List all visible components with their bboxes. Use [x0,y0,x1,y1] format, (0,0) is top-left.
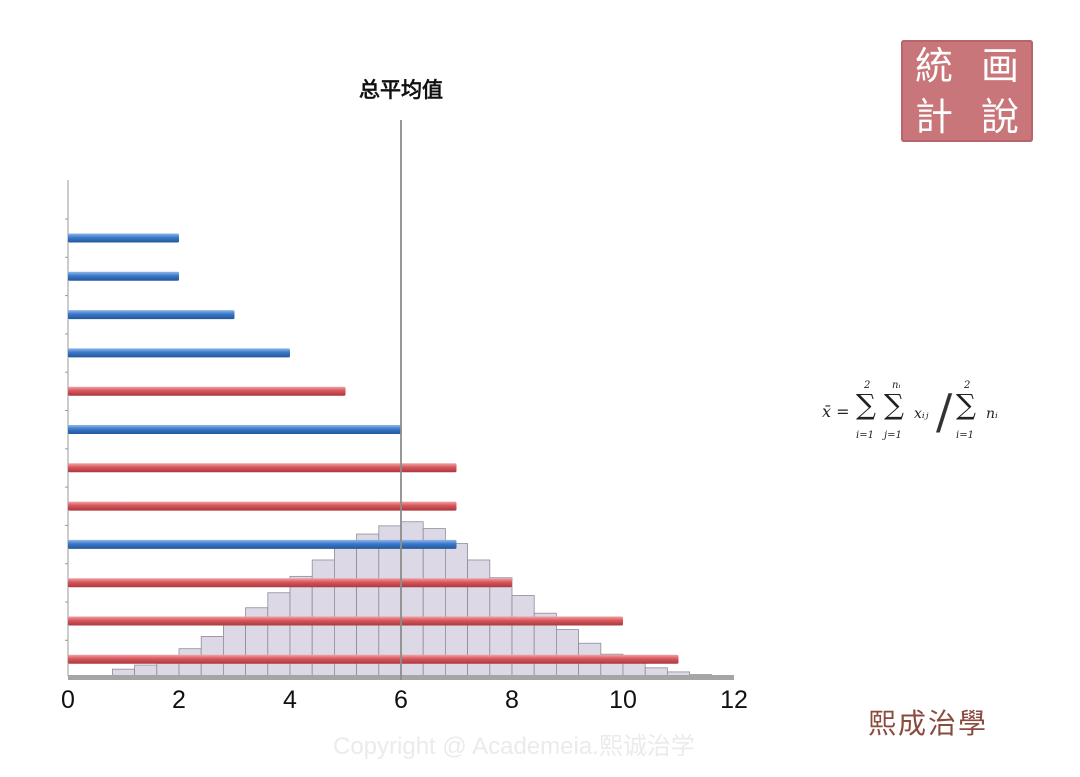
seal-char: 統 [914,43,953,88]
histogram-bin [511,595,535,677]
signature: 熙成治學 [868,707,989,740]
histogram-bin [356,533,380,677]
copyright-watermark: Copyright @ Academeia.熙诚治学 [333,733,695,760]
sum-symbol: ∑ [884,388,904,421]
formula-lower-den: i=1 [956,430,974,441]
x-tick-label: 4 [283,686,297,714]
bar-red [68,616,623,626]
histogram-bin [622,661,646,677]
seal-logo: 統 画 計 說 [901,40,1033,142]
sum-symbol: ∑ [956,388,976,421]
seal-char: 計 [914,94,953,139]
x-tick-label: 6 [394,686,408,714]
formula-term: xᵢⱼ [914,406,929,422]
bar-blue [68,539,457,549]
bar-blue [68,310,235,320]
histogram-bin [644,667,668,677]
bar-red [68,463,457,473]
histogram-bin [222,622,246,677]
formula-slash: / [936,384,953,440]
bar-blue [68,233,179,243]
histogram-bin [134,664,158,677]
chart-title: 总平均值 [359,77,443,102]
bar-blue [68,348,290,358]
formula-den-term: nᵢ [986,406,998,422]
seal-char: 画 [980,43,1019,88]
formula-lower-outer: i=1 [856,430,874,441]
x-tick-label: 8 [505,686,519,714]
x-tick-label: 10 [609,686,637,714]
bar-red [68,578,512,588]
labels: 总平均值 0 2 4 6 8 10 12 [61,77,748,714]
histogram-bin [422,528,446,677]
bar-red [68,386,346,396]
formula-upper-outer: 2 [864,380,871,391]
seal-char: 說 [980,94,1019,139]
bar-blue [68,425,401,434]
histogram-bin [112,668,136,677]
bars [68,233,679,664]
bar-red [68,501,457,511]
sum-symbol: ∑ [856,388,876,421]
bar-blue [68,271,179,281]
x-tick-label: 0 [61,686,75,714]
formula-upper-inner: nᵢ [892,380,901,391]
x-tick-label: 12 [720,686,748,714]
bar-red [68,654,679,664]
formula-lhs: x̄ = [822,402,850,421]
histogram-bin [556,629,580,677]
formula-lower-inner: j=1 [884,430,902,441]
x-tick-label: 2 [172,686,186,714]
formula-upper-den: 2 [964,380,971,391]
